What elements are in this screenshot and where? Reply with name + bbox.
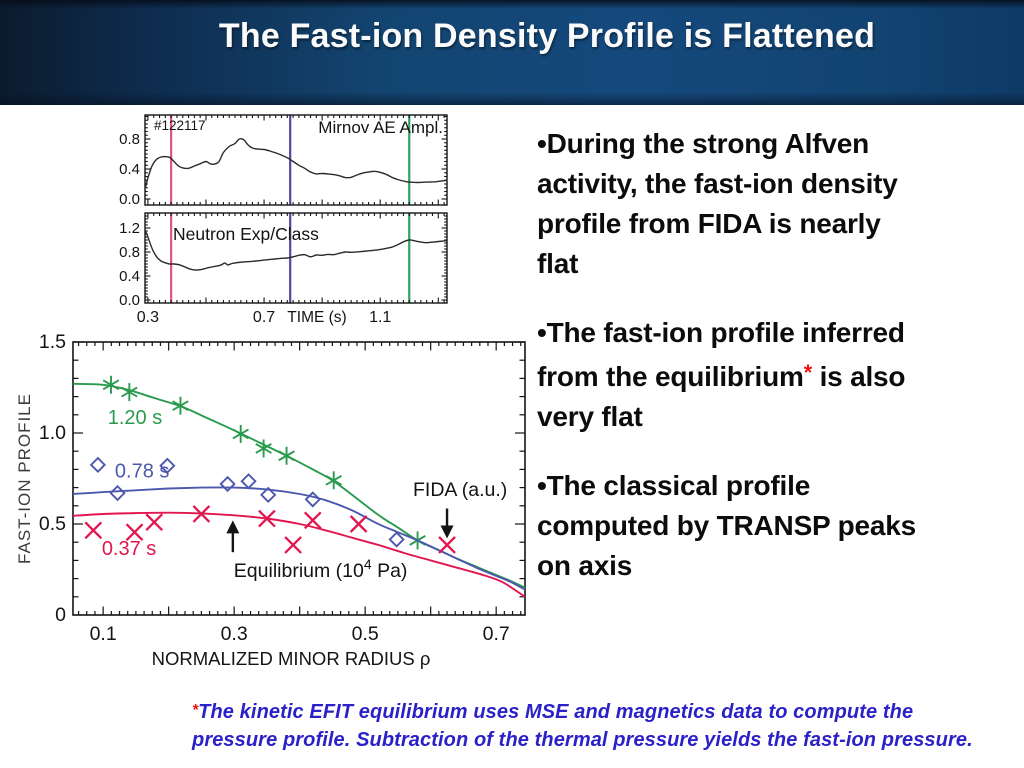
annotation-equilibrium: Equilibrium (104 Pa) (226, 520, 408, 582)
neutron-curve (144, 229, 448, 271)
bullet-line: activity, the fast-ion density (537, 168, 898, 199)
x-axis-title: NORMALIZED MINOR RADIUS ρ (152, 648, 431, 669)
mirnov-panel: 0.0 0.4 0.8 Mirnov AE Ampl. #122117 (119, 114, 448, 208)
svg-text:Equilibrium (104 Pa): Equilibrium (104 Pa) (234, 556, 408, 582)
footnote-reference-star: * (803, 360, 813, 385)
mirnov-curve (144, 138, 448, 190)
neutron-panel: 0.0 0.4 0.8 1.2 Neutron Exp/Class (119, 212, 448, 309)
series-label: 1.20 s (108, 407, 162, 429)
svg-text:0: 0 (55, 604, 66, 626)
bullet-line: from the equilibrium* is also (537, 353, 1019, 397)
svg-text:1.1: 1.1 (369, 309, 391, 326)
svg-text:0.5: 0.5 (39, 513, 66, 535)
bullet-line: •The fast-ion profile inferred (537, 317, 905, 348)
time-history-charts: 0.0 0.4 0.8 Mirnov AE Ampl. #122117 0.0 0.4 0.8… (95, 110, 465, 333)
bullet-line: very flat (537, 401, 643, 432)
svg-text:1.0: 1.0 (39, 422, 66, 444)
svg-text:0.4: 0.4 (119, 161, 140, 178)
bullet-line: •The classical profile (537, 470, 811, 501)
bullet-fida-flat: •During the strong Alfven activity, the … (537, 124, 1019, 284)
svg-text:0.7: 0.7 (253, 309, 275, 326)
svg-text:0.3: 0.3 (137, 309, 159, 326)
footnote: *The kinetic EFIT equilibrium uses MSE a… (192, 697, 992, 754)
svg-text:0.7: 0.7 (483, 623, 510, 645)
svg-text:FIDA (a.u.): FIDA (a.u.) (413, 479, 507, 501)
bullet-text: from the equilibrium (537, 361, 804, 392)
bullet-line: •During the strong Alfven (537, 128, 869, 159)
svg-text:0.3: 0.3 (221, 623, 248, 645)
bullet-line: flat (537, 248, 579, 279)
bullet-line: on axis (537, 550, 633, 581)
time-axis-title: TIME (s) (287, 309, 346, 326)
bullet-line: profile from FIDA is nearly (537, 208, 881, 239)
footnote-line1: The kinetic EFIT equilibrium uses MSE an… (198, 701, 914, 723)
y-axis-title: FAST-ION PROFILE (15, 393, 34, 564)
svg-text:0.0: 0.0 (119, 191, 140, 208)
neutron-title: Neutron Exp/Class (173, 224, 319, 244)
footnote-star: * (192, 702, 199, 719)
annotation-fida: FIDA (a.u.) (413, 479, 507, 539)
series-0.37s: 0.37 s (72, 505, 526, 598)
fast-ion-profile-svg: 0 0.5 1.0 1.5 0.1 0.3 0.5 0.7 NORMALIZED MINOR R… (15, 331, 526, 669)
svg-text:1.2: 1.2 (119, 220, 140, 237)
svg-text:0.0: 0.0 (119, 292, 140, 309)
series-label: 0.78 s (115, 461, 169, 483)
bullet-line: computed by TRANSP peaks (537, 510, 916, 541)
time-history-svg: 0.0 0.4 0.8 Mirnov AE Ampl. #122117 0.0 0.4 0.8… (119, 114, 448, 326)
bullet-text: is also (811, 361, 906, 392)
fast-ion-profile-chart: 0 0.5 1.0 1.5 0.1 0.3 0.5 0.7 NORMALIZED MINOR R… (5, 330, 550, 685)
footnote-line2: pressure profile. Subtraction of the the… (192, 729, 973, 751)
bullet-equilibrium-flat: •The fast-ion profile inferred from the … (537, 313, 1019, 437)
shot-number: #122117 (154, 118, 206, 133)
series-0.78s: 0.78 s (72, 456, 526, 591)
profile-plot: 0 0.5 1.0 1.5 0.1 0.3 0.5 0.7 NORMALIZED MINOR R… (15, 331, 526, 669)
svg-text:0.5: 0.5 (352, 623, 379, 645)
svg-text:0.8: 0.8 (119, 244, 140, 261)
svg-text:0.8: 0.8 (119, 131, 140, 148)
svg-text:0.1: 0.1 (90, 623, 117, 645)
series-label: 0.37 s (102, 538, 156, 560)
slide-title-bar: The Fast-ion Density Profile is Flattene… (0, 0, 1024, 105)
bullet-transp-peaks: •The classical profile computed by TRANS… (537, 466, 1019, 586)
svg-text:1.5: 1.5 (39, 331, 66, 353)
mirnov-title: Mirnov AE Ampl. (318, 118, 443, 137)
bullet-list: •During the strong Alfven activity, the … (537, 124, 1019, 615)
svg-text:0.4: 0.4 (119, 268, 140, 285)
time-axis-labels: 0.3 0.7 1.1 TIME (s) (137, 309, 392, 326)
slide-title: The Fast-ion Density Profile is Flattene… (218, 17, 876, 55)
